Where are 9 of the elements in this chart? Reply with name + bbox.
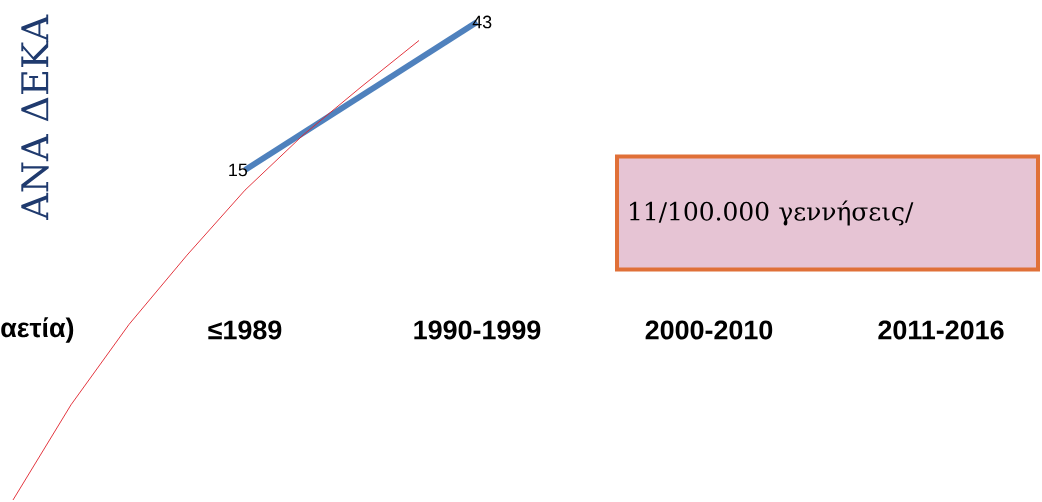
x-tick-label: 2000-2010 [645, 320, 773, 340]
x-tick-label: 1990-1999 [414, 320, 541, 340]
data-label: 15 [229, 163, 248, 177]
x-tick-label: ≤1989 [208, 320, 282, 340]
data-label: 43 [472, 15, 492, 29]
x-axis-title: αετία) [1, 317, 74, 343]
y-axis-title: ΑΝΑ ΔΕΚΑ [21, 14, 49, 221]
annotation: 11/100.000 γεννήσεις/ [630, 200, 914, 226]
x-tick-label: 2011-2016 [878, 320, 1004, 340]
